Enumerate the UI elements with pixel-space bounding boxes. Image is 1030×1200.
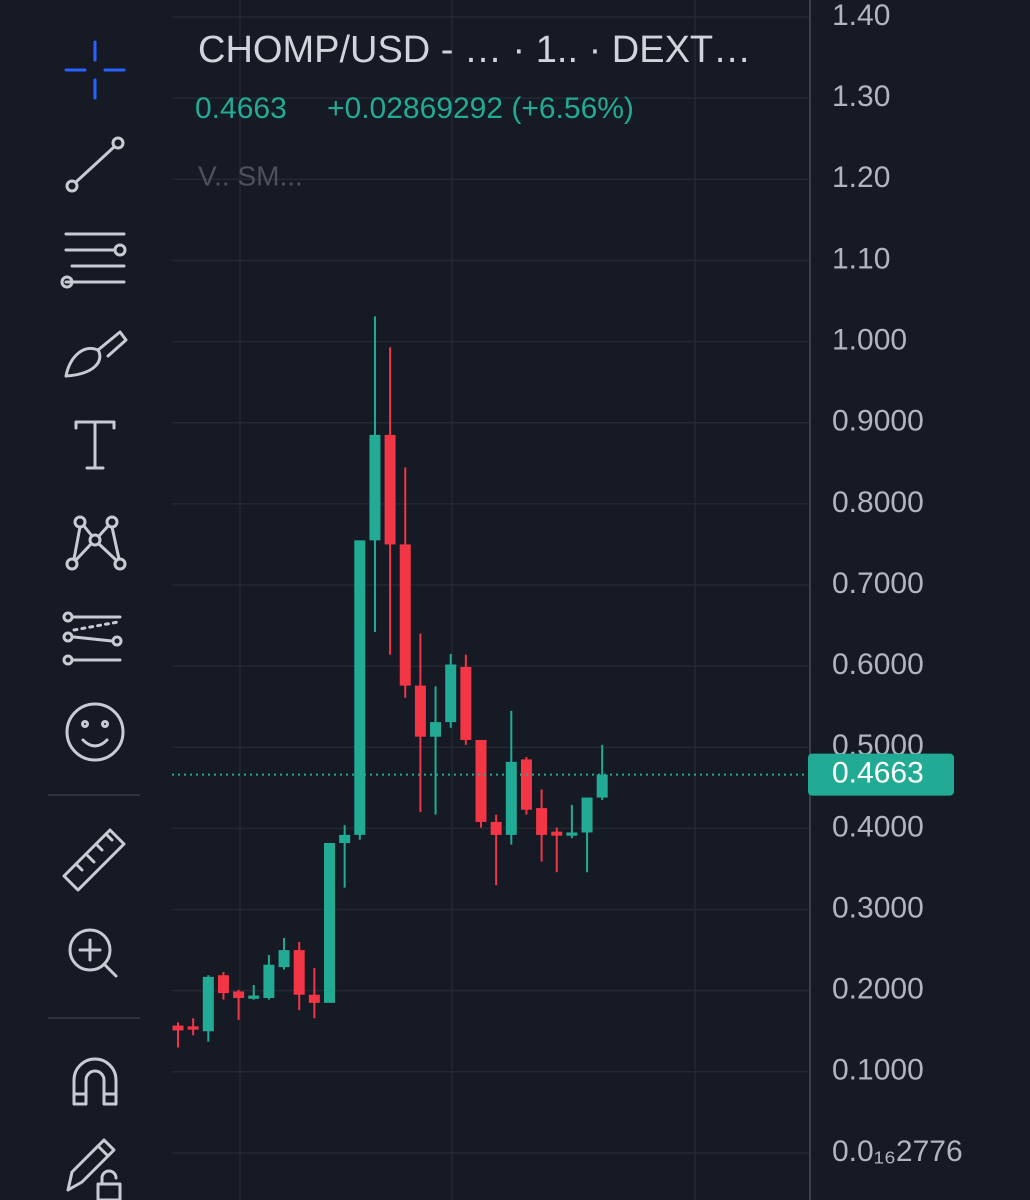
- indicator-legend[interactable]: V.. SM...: [198, 160, 303, 191]
- candle-body: [581, 797, 593, 833]
- symbol-title[interactable]: CHOMP/USD - … · 1.. · DEXT…: [198, 29, 751, 71]
- fib-tool[interactable]: [60, 232, 127, 289]
- y-tick-label: 0.6000: [832, 648, 924, 681]
- drawing-toolbar: [48, 40, 140, 1200]
- pattern-tool[interactable]: [65, 515, 127, 571]
- price-axis: 0.0₁₆27760.10000.20000.30000.40000.50000…: [808, 0, 963, 1168]
- grid: [172, 0, 810, 1200]
- candle-body: [445, 664, 457, 723]
- candle-body: [505, 761, 517, 835]
- trend-line-tool[interactable]: [65, 136, 125, 193]
- y-tick-label: 1.20: [832, 161, 890, 194]
- y-tick-label: 0.0₁₆2776: [832, 1135, 963, 1168]
- candle-body: [460, 666, 472, 740]
- magnet-tool[interactable]: [72, 1057, 118, 1106]
- candle-body: [369, 434, 381, 541]
- last-price-label: 0.4663: [832, 757, 924, 790]
- ruler-tool[interactable]: [62, 828, 126, 892]
- candle-body: [354, 540, 366, 835]
- candle-body: [263, 964, 275, 998]
- y-tick-label: 1.30: [832, 80, 890, 113]
- last-price-badge: [808, 753, 954, 796]
- candle-body: [596, 774, 608, 798]
- candle-body: [278, 950, 290, 968]
- candle-body: [308, 994, 320, 1003]
- candle-body: [339, 834, 351, 844]
- candle-body: [536, 808, 548, 835]
- y-tick-label: 1.40: [832, 0, 890, 32]
- emoji-tool[interactable]: [65, 702, 125, 762]
- candle-body: [324, 843, 335, 1003]
- candle-body: [248, 995, 260, 999]
- y-tick-label: 0.3000: [832, 891, 924, 924]
- brush-tool[interactable]: [64, 330, 128, 378]
- y-tick-label: 1.10: [832, 242, 890, 275]
- header-price: 0.4663: [195, 92, 287, 125]
- candle-body: [399, 544, 411, 686]
- y-tick-label: 0.1000: [832, 1054, 924, 1087]
- candle-body: [520, 759, 532, 810]
- candle-body: [233, 991, 245, 998]
- candle-body: [202, 976, 214, 1032]
- candle-body: [490, 821, 502, 835]
- candle-body: [293, 950, 305, 995]
- lock-drawing-tool[interactable]: [66, 1138, 122, 1200]
- zoom-tool[interactable]: [68, 928, 118, 978]
- y-tick-label: 0.9000: [832, 405, 924, 438]
- y-tick-label: 0.8000: [832, 486, 924, 519]
- candle-body: [384, 434, 396, 545]
- candle-body: [551, 831, 563, 836]
- candle-body: [430, 722, 442, 737]
- candle-body: [217, 975, 229, 994]
- candle-body: [187, 1026, 199, 1030]
- crosshair-tool[interactable]: [64, 40, 126, 100]
- candle-body: [172, 1025, 184, 1031]
- y-tick-label: 0.7000: [832, 567, 924, 600]
- y-tick-label: 0.4000: [832, 810, 924, 843]
- candle-body: [414, 685, 426, 737]
- y-tick-label: 0.2000: [832, 973, 924, 1006]
- candle-body: [566, 832, 578, 836]
- header-change: +0.02869292 (+6.56%): [327, 92, 634, 125]
- candle-body: [475, 739, 487, 822]
- y-tick-label: 1.000: [832, 324, 907, 357]
- prediction-tool[interactable]: [62, 611, 123, 666]
- text-tool[interactable]: [74, 420, 116, 470]
- plot: [172, 316, 810, 1048]
